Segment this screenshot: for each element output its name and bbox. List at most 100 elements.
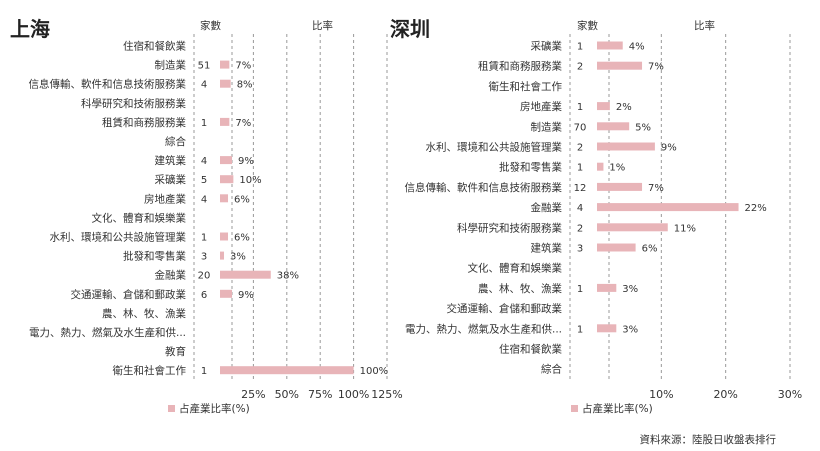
- legend-swatch: [571, 405, 578, 412]
- count-value: 2: [577, 223, 583, 234]
- count-value: 4: [201, 80, 207, 91]
- category-label: 衛生和社會工作: [489, 80, 563, 93]
- count-value: 4: [201, 194, 207, 205]
- category-label: 水利、環境和公共設施管理業: [426, 141, 563, 154]
- category-label: 租賃和商務服務業: [102, 116, 186, 129]
- bar: [220, 156, 233, 165]
- data-label: 10%: [239, 175, 261, 186]
- bar: [220, 289, 233, 298]
- category-label: 信息傳輸、軟件和信息技術服務業: [29, 78, 187, 91]
- data-label: 2%: [616, 102, 632, 113]
- count-value: 20: [198, 271, 211, 282]
- category-label: 教育: [165, 345, 186, 358]
- data-label: 38%: [277, 271, 299, 282]
- bar: [597, 283, 617, 292]
- data-label: 22%: [745, 203, 767, 214]
- tick-label: 125%: [371, 388, 402, 401]
- category-label: 文化、體育和娛樂業: [92, 211, 187, 224]
- ratio-header: 比率: [694, 19, 715, 32]
- data-label: 11%: [674, 223, 696, 234]
- category-label: 電力、熱力、燃氣及水生產和供...: [29, 326, 186, 339]
- tick-label: 75%: [308, 388, 332, 401]
- data-label: 7%: [235, 61, 251, 72]
- category-label: 綜合: [165, 135, 186, 148]
- count-value: 1: [201, 366, 207, 377]
- data-label: 1%: [609, 163, 625, 174]
- category-label: 信息傳輸、軟件和信息技術服務業: [405, 181, 563, 194]
- data-label: 3%: [622, 324, 638, 335]
- count-value: 1: [577, 163, 583, 174]
- category-label: 科學研究和技術服務業: [457, 221, 562, 234]
- count-value: 1: [577, 324, 583, 335]
- count-value: 4: [577, 203, 583, 214]
- tick-label: 100%: [338, 388, 369, 401]
- count-value: 6: [201, 290, 207, 301]
- category-label: 衛生和社會工作: [113, 364, 187, 377]
- bar: [597, 162, 604, 171]
- count-value: 1: [201, 118, 207, 129]
- legend-label: 占產業比率(%): [179, 402, 250, 415]
- chart-title: 深圳: [390, 17, 430, 41]
- bar: [220, 232, 229, 241]
- category-label: 房地產業: [520, 100, 562, 113]
- chart-title: 上海: [10, 17, 50, 41]
- category-label: 制造業: [155, 59, 187, 72]
- bar: [220, 251, 225, 260]
- bar: [220, 270, 271, 279]
- count-value: 1: [201, 233, 207, 244]
- bar: [220, 194, 229, 203]
- category-label: 采礦業: [155, 173, 187, 186]
- category-label: 綜合: [541, 363, 562, 376]
- category-label: 交通運輸、倉儲和郵政業: [71, 288, 187, 301]
- data-label: 7%: [235, 118, 251, 129]
- category-label: 農、林、牧、漁業: [102, 307, 186, 320]
- data-label: 6%: [234, 233, 250, 244]
- category-label: 房地產業: [144, 192, 186, 205]
- bar: [597, 41, 623, 50]
- bar: [597, 142, 655, 151]
- bar: [597, 122, 630, 131]
- bar: [597, 324, 617, 333]
- tick-label: 10%: [649, 388, 673, 401]
- data-label: 8%: [237, 80, 253, 91]
- category-label: 采礦業: [531, 40, 563, 53]
- tick-label: 50%: [275, 388, 299, 401]
- data-label: 3%: [230, 252, 246, 263]
- data-label: 3%: [622, 284, 638, 295]
- category-label: 建筑業: [531, 242, 563, 255]
- data-label: 9%: [661, 143, 677, 154]
- bar: [220, 366, 354, 375]
- bar: [220, 79, 231, 88]
- category-label: 批發和零售業: [123, 250, 186, 263]
- category-label: 水利、環境和公共設施管理業: [50, 231, 187, 244]
- bar: [597, 203, 739, 212]
- count-value: 3: [577, 244, 583, 255]
- data-label: 6%: [234, 194, 250, 205]
- source-note: 資料來源：陸股日收盤表排行: [639, 434, 777, 446]
- category-label: 金融業: [155, 269, 187, 282]
- count-value: 2: [577, 143, 583, 154]
- tick-label: 30%: [778, 388, 802, 401]
- count-value: 70: [574, 122, 587, 133]
- count-value: 1: [577, 42, 583, 53]
- bar: [597, 102, 610, 111]
- data-label: 9%: [238, 290, 254, 301]
- data-label: 7%: [648, 183, 664, 194]
- data-label: 5%: [635, 122, 651, 133]
- bar: [597, 243, 636, 252]
- count-value: 12: [574, 183, 587, 194]
- data-label: 4%: [629, 42, 645, 53]
- category-label: 租賃和商務服務業: [478, 60, 562, 73]
- tick-label: 25%: [241, 388, 265, 401]
- data-label: 6%: [642, 244, 658, 255]
- count-header: 家數: [577, 19, 598, 32]
- count-header: 家數: [200, 19, 221, 32]
- category-label: 文化、體育和娛樂業: [468, 262, 563, 275]
- count-value: 51: [198, 61, 211, 72]
- tick-label: 20%: [713, 388, 737, 401]
- category-label: 電力、熱力、燃氣及水生產和供...: [405, 322, 562, 335]
- data-label: 7%: [648, 62, 664, 73]
- count-value: 4: [201, 156, 207, 167]
